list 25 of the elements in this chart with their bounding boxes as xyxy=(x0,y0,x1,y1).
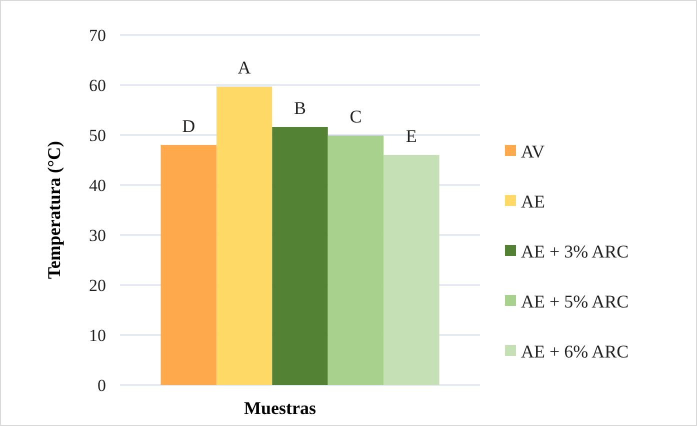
legend-label: AE + 6% ARC xyxy=(521,341,629,362)
y-tick-label: 40 xyxy=(89,176,106,195)
bar xyxy=(328,136,384,385)
legend-label: AE + 5% ARC xyxy=(521,291,629,312)
y-tick-label: 10 xyxy=(89,326,106,345)
y-tick-label: 50 xyxy=(89,126,106,145)
y-tick-label: 20 xyxy=(89,276,106,295)
y-axis-title: Temperatura (°C) xyxy=(44,140,64,280)
bar xyxy=(272,127,328,385)
bar xyxy=(384,155,440,385)
data-label: A xyxy=(238,58,251,78)
y-tick-label: 70 xyxy=(89,26,106,45)
data-label: B xyxy=(294,98,306,118)
data-label: D xyxy=(182,116,196,136)
x-axis-title: Muestras xyxy=(244,398,316,418)
legend-label: AE + 3% ARC xyxy=(521,241,629,262)
y-tick-label: 0 xyxy=(98,376,106,395)
bar xyxy=(216,86,272,385)
y-tick-label: 60 xyxy=(89,76,106,95)
legend-label: AV xyxy=(521,141,545,162)
y-tick-label: 30 xyxy=(89,226,106,245)
data-label: C xyxy=(350,106,362,126)
data-label: E xyxy=(406,126,417,146)
bar xyxy=(160,145,216,385)
legend-label: AE xyxy=(521,191,545,212)
